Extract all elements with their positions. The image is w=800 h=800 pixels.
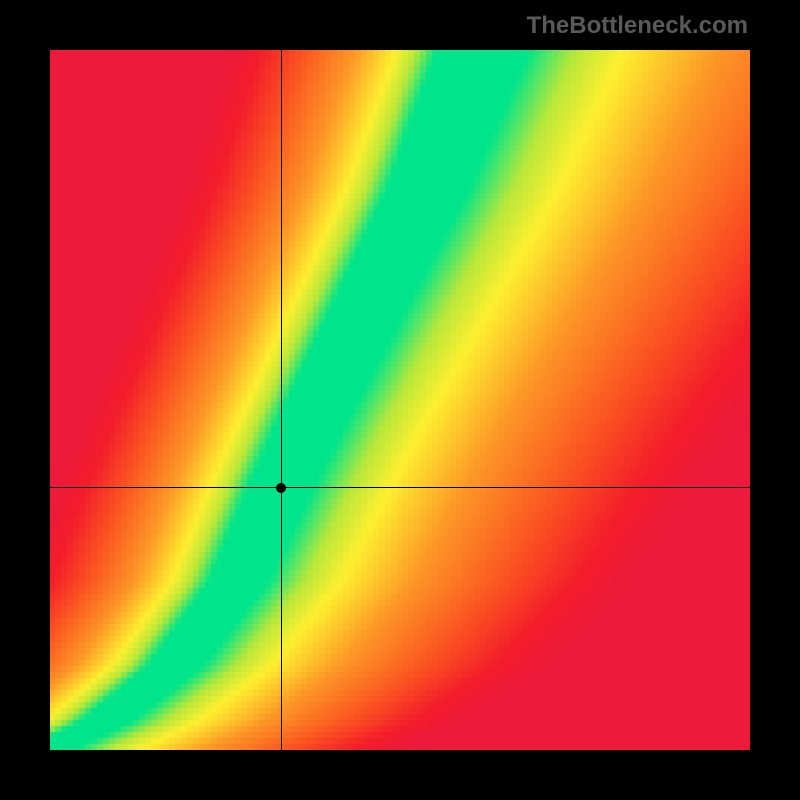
crosshair-vertical (281, 50, 282, 750)
crosshair-horizontal (50, 487, 750, 488)
heatmap-canvas (50, 50, 750, 750)
data-point-marker (276, 483, 286, 493)
watermark-text: TheBottleneck.com (527, 12, 748, 40)
